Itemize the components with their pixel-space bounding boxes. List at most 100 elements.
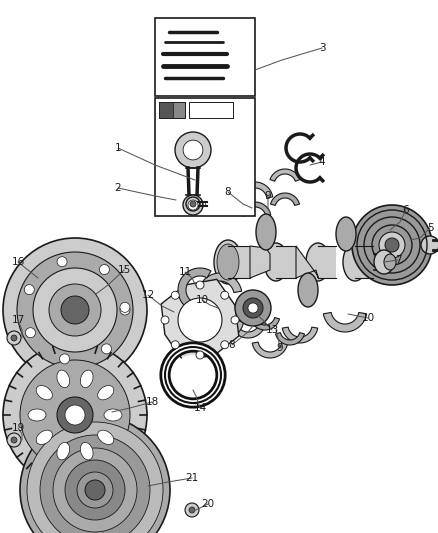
Circle shape bbox=[120, 302, 130, 312]
Ellipse shape bbox=[374, 250, 394, 274]
Text: 20: 20 bbox=[201, 499, 215, 509]
Circle shape bbox=[25, 328, 35, 338]
Circle shape bbox=[102, 344, 111, 354]
Ellipse shape bbox=[256, 214, 276, 250]
Circle shape bbox=[11, 335, 17, 341]
Circle shape bbox=[27, 422, 163, 533]
Polygon shape bbox=[237, 182, 273, 198]
Circle shape bbox=[173, 355, 213, 395]
Ellipse shape bbox=[28, 409, 46, 421]
Text: 8: 8 bbox=[225, 187, 231, 197]
Circle shape bbox=[188, 200, 198, 210]
Circle shape bbox=[421, 236, 438, 254]
Circle shape bbox=[183, 140, 203, 160]
Polygon shape bbox=[252, 342, 288, 358]
Circle shape bbox=[60, 354, 70, 364]
FancyBboxPatch shape bbox=[159, 102, 173, 118]
Circle shape bbox=[20, 360, 130, 470]
Circle shape bbox=[77, 472, 113, 508]
Ellipse shape bbox=[104, 409, 122, 421]
FancyBboxPatch shape bbox=[159, 102, 185, 118]
Ellipse shape bbox=[217, 244, 239, 280]
FancyBboxPatch shape bbox=[228, 246, 250, 278]
Ellipse shape bbox=[98, 385, 114, 400]
Circle shape bbox=[33, 268, 117, 352]
Circle shape bbox=[221, 341, 229, 349]
Polygon shape bbox=[323, 312, 367, 332]
Ellipse shape bbox=[81, 442, 93, 460]
Circle shape bbox=[161, 316, 169, 324]
Circle shape bbox=[20, 415, 170, 533]
Circle shape bbox=[7, 331, 21, 345]
Text: 19: 19 bbox=[11, 423, 25, 433]
Circle shape bbox=[61, 296, 89, 324]
Circle shape bbox=[7, 433, 21, 447]
Circle shape bbox=[49, 284, 101, 336]
Text: 10: 10 bbox=[195, 295, 208, 305]
Ellipse shape bbox=[214, 240, 242, 284]
Circle shape bbox=[248, 303, 258, 313]
Ellipse shape bbox=[384, 254, 396, 270]
Text: 7: 7 bbox=[395, 255, 401, 265]
Circle shape bbox=[352, 205, 432, 285]
Circle shape bbox=[189, 507, 195, 513]
Polygon shape bbox=[271, 193, 300, 205]
Circle shape bbox=[17, 252, 133, 368]
Circle shape bbox=[120, 305, 130, 315]
Text: 13: 13 bbox=[265, 325, 279, 335]
Ellipse shape bbox=[57, 370, 70, 387]
Text: 21: 21 bbox=[185, 473, 198, 483]
Polygon shape bbox=[282, 327, 318, 343]
Circle shape bbox=[196, 281, 204, 289]
FancyBboxPatch shape bbox=[276, 246, 296, 278]
Circle shape bbox=[231, 316, 239, 324]
Text: 1: 1 bbox=[115, 143, 121, 153]
Text: 11: 11 bbox=[178, 267, 192, 277]
Text: 9: 9 bbox=[265, 191, 271, 201]
Circle shape bbox=[178, 298, 222, 342]
Polygon shape bbox=[270, 169, 300, 181]
Circle shape bbox=[221, 291, 229, 299]
Circle shape bbox=[57, 397, 93, 433]
Circle shape bbox=[171, 341, 179, 349]
Text: 8: 8 bbox=[229, 340, 235, 350]
Polygon shape bbox=[239, 202, 271, 216]
Circle shape bbox=[99, 264, 110, 274]
FancyBboxPatch shape bbox=[318, 246, 336, 278]
Polygon shape bbox=[200, 320, 244, 340]
Text: 3: 3 bbox=[319, 43, 325, 53]
Circle shape bbox=[11, 437, 17, 443]
Circle shape bbox=[3, 238, 147, 382]
FancyBboxPatch shape bbox=[189, 102, 233, 118]
Polygon shape bbox=[178, 268, 211, 309]
Polygon shape bbox=[161, 279, 239, 361]
Circle shape bbox=[65, 460, 125, 520]
Circle shape bbox=[3, 343, 147, 487]
Circle shape bbox=[85, 480, 105, 500]
Ellipse shape bbox=[298, 273, 318, 307]
Ellipse shape bbox=[264, 243, 288, 281]
Ellipse shape bbox=[81, 370, 93, 387]
Text: 16: 16 bbox=[11, 257, 25, 267]
Ellipse shape bbox=[98, 430, 114, 445]
Text: 4: 4 bbox=[319, 157, 325, 167]
Polygon shape bbox=[296, 246, 318, 278]
Text: 10: 10 bbox=[361, 313, 374, 323]
Polygon shape bbox=[276, 333, 304, 345]
Ellipse shape bbox=[36, 385, 53, 400]
Text: 17: 17 bbox=[11, 315, 25, 325]
Circle shape bbox=[25, 285, 34, 295]
Circle shape bbox=[185, 503, 199, 517]
Text: 5: 5 bbox=[427, 223, 433, 233]
Circle shape bbox=[175, 132, 211, 168]
Circle shape bbox=[190, 201, 196, 207]
Circle shape bbox=[171, 291, 179, 299]
Circle shape bbox=[57, 257, 67, 266]
Circle shape bbox=[40, 435, 150, 533]
Ellipse shape bbox=[36, 430, 53, 445]
Text: 15: 15 bbox=[117, 265, 131, 275]
Ellipse shape bbox=[343, 243, 367, 281]
Circle shape bbox=[385, 238, 399, 252]
Ellipse shape bbox=[306, 243, 330, 281]
Circle shape bbox=[65, 405, 85, 425]
